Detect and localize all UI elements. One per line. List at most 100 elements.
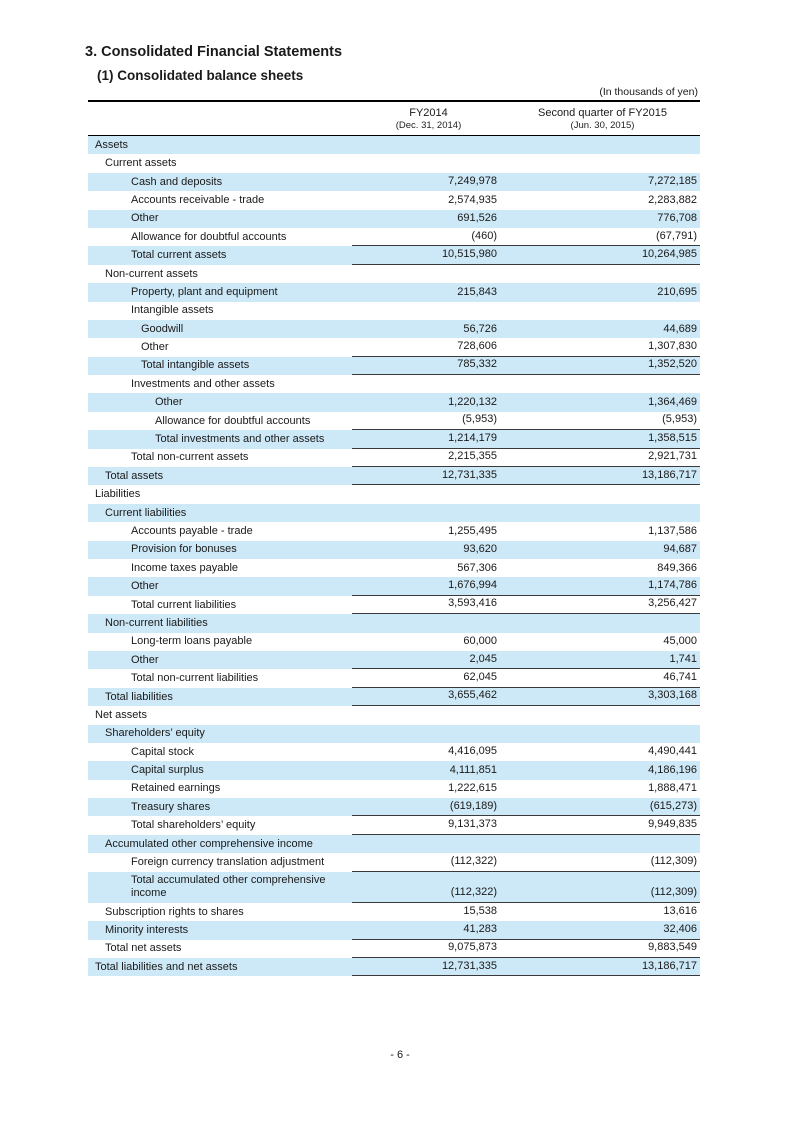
row-label: Income taxes payable (131, 561, 239, 574)
row-label: Capital surplus (131, 764, 204, 777)
row-label: Total liabilities (105, 690, 173, 703)
table-header-row: FY2014 (Dec. 31, 2014) Second quarter of… (88, 100, 700, 136)
value-fy2015q2: 45,000 (663, 635, 697, 648)
row-values: (460) (67,791) (352, 228, 700, 247)
value-fy2014: 567,306 (457, 561, 497, 574)
row-label: Total accumulated other comprehensive in… (131, 874, 326, 900)
row-label: Total liabilities and net assets (95, 960, 238, 973)
row-label: Total current assets (131, 249, 227, 262)
table-row: Shareholders’ equity (88, 724, 700, 743)
value-fy2015q2: 2,921,731 (648, 450, 697, 463)
table-row: Accounts receivable - trade 2,574,935 2,… (88, 191, 700, 209)
value-fy2014: 12,731,335 (441, 468, 497, 481)
table-row: Total current liabilities 3,593,416 3,25… (88, 596, 700, 615)
value-fy2014: 1,222,615 (448, 782, 497, 795)
header-col-fy2015q2-label: Second quarter of FY2015 (537, 107, 668, 119)
value-fy2014: 41,283 (463, 922, 497, 935)
table-row: Income taxes payable 567,306 849,366 (88, 559, 700, 577)
table-row: Investments and other assets (88, 375, 700, 393)
row-values: (5,953) (5,953) (352, 412, 700, 431)
row-values: 4,416,095 4,490,441 (352, 743, 700, 761)
row-values: 41,283 32,406 (352, 921, 700, 940)
value-fy2014: 1,255,495 (448, 524, 497, 537)
document-title: 3. Consolidated Financial Statements (85, 44, 343, 60)
table-row: Allowance for doubtful accounts (460) (6… (88, 228, 700, 247)
value-fy2015q2: 4,186,196 (648, 763, 697, 776)
value-fy2015q2: (112,309) (650, 854, 697, 867)
value-fy2014: 62,045 (463, 670, 497, 683)
row-values: 2,045 1,741 (352, 651, 700, 670)
row-values: 215,843 210,695 (352, 283, 700, 301)
value-fy2015q2: 9,949,835 (648, 818, 697, 831)
value-fy2015q2: 13,616 (663, 905, 697, 918)
value-fy2015q2: 1,174,786 (648, 578, 697, 591)
table-row: Minority interests 41,283 32,406 (88, 921, 700, 940)
row-label: Investments and other assets (131, 377, 275, 390)
table-row: Total liabilities and net assets 12,731,… (88, 957, 700, 977)
header-col-fy2014: FY2014 (Dec. 31, 2014) (352, 102, 505, 135)
value-fy2015q2: 1,307,830 (648, 339, 697, 352)
row-label: Current liabilities (105, 506, 187, 519)
value-fy2014: 2,045 (469, 652, 497, 665)
row-values: 12,731,335 13,186,717 (352, 958, 700, 977)
value-fy2015q2: 776,708 (657, 212, 697, 225)
table-row: Accounts payable - trade 1,255,495 1,137… (88, 522, 700, 540)
value-fy2015q2: 7,272,185 (648, 175, 697, 188)
value-fy2015q2: 4,490,441 (648, 745, 697, 758)
value-fy2015q2: 46,741 (663, 670, 697, 683)
row-label: Treasury shares (131, 800, 211, 813)
value-fy2014: 4,111,851 (449, 763, 497, 776)
header-col-fy2015q2: Second quarter of FY2015 (Jun. 30, 2015) (505, 102, 700, 135)
table-row: Retained earnings 1,222,615 1,888,471 (88, 780, 700, 798)
section-title: (1) Consolidated balance sheets (97, 68, 304, 83)
row-values: 15,538 13,616 (352, 903, 700, 921)
value-fy2015q2: 2,283,882 (648, 193, 697, 206)
row-label: Assets (95, 138, 129, 151)
row-label: Net assets (95, 708, 147, 721)
row-values: 1,222,615 1,888,471 (352, 780, 700, 798)
value-fy2015q2: 94,687 (663, 543, 697, 556)
row-label: Total current liabilities (131, 598, 237, 611)
table-row: Provision for bonuses 93,620 94,687 (88, 540, 700, 559)
row-label: Total shareholders’ equity (131, 819, 256, 832)
row-label: Property, plant and equipment (131, 285, 278, 298)
value-fy2015q2: 44,689 (663, 322, 697, 335)
row-label: Intangible assets (131, 304, 214, 317)
value-fy2014: 691,526 (457, 212, 497, 225)
row-label: Total non-current liabilities (131, 672, 259, 685)
row-label: Non-current liabilities (105, 616, 208, 629)
value-fy2014: 728,606 (457, 339, 497, 352)
row-values (352, 136, 700, 154)
value-fy2015q2: 210,695 (657, 285, 697, 298)
row-values: (619,189) (615,273) (352, 798, 700, 817)
page-number: - 6 - (390, 1049, 410, 1061)
value-fy2015q2: 3,303,168 (648, 689, 697, 702)
table-row: Allowance for doubtful accounts (5,953) … (88, 412, 700, 431)
row-label: Foreign currency translation adjustment (131, 856, 325, 869)
row-values: (112,322) (112,309) (352, 872, 700, 903)
table-row: Current assets (88, 154, 700, 172)
table-row: Cash and deposits 7,249,978 7,272,185 (88, 172, 700, 192)
row-values: 1,676,994 1,174,786 (352, 577, 700, 596)
value-fy2014: (112,322) (450, 886, 497, 899)
table-row: Treasury shares (619,189) (615,273) (88, 798, 700, 817)
row-label: Total investments and other assets (155, 433, 325, 446)
row-values (352, 375, 700, 393)
row-values: 785,332 1,352,520 (352, 357, 700, 376)
table-row: Other 728,606 1,307,830 (88, 338, 700, 357)
header-col-fy2015q2-sublabel: (Jun. 30, 2015) (570, 120, 635, 131)
row-label: Other (131, 580, 159, 593)
value-fy2014: 215,843 (457, 285, 497, 298)
value-fy2014: 7,249,978 (448, 175, 497, 188)
row-values (352, 302, 700, 320)
table-row: Other 1,220,132 1,364,469 (88, 393, 700, 412)
row-label: Goodwill (141, 322, 184, 335)
row-values: 2,215,355 2,921,731 (352, 449, 700, 468)
value-fy2015q2: 10,264,985 (641, 247, 697, 260)
header-col-fy2014-label: FY2014 (409, 107, 448, 119)
row-values (352, 154, 700, 172)
value-fy2014: 60,000 (463, 635, 497, 648)
table-row: Non-current liabilities (88, 614, 700, 633)
value-fy2014: 10,515,980 (441, 247, 497, 260)
row-values: 3,655,462 3,303,168 (352, 688, 700, 707)
